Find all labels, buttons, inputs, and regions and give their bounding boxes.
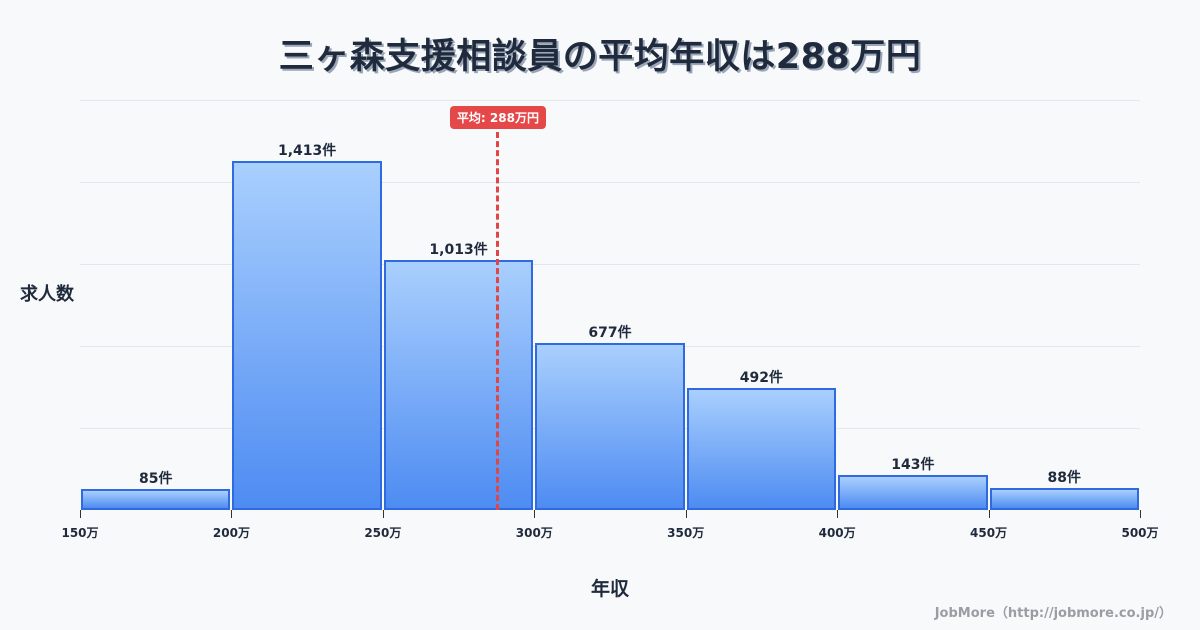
- bar-value-label: 1,013件: [429, 241, 488, 258]
- plot-area: 85件 1,413件 1,013件 677件 492件 143件 88件 150万 200万 2…: [61, 100, 1159, 540]
- histogram-bar: [686, 388, 837, 510]
- chart-title: 三ヶ森支援相談員の平均年収は288万円: [278, 37, 922, 77]
- x-tick: [837, 510, 839, 518]
- bar-value-label: 1,413件: [277, 143, 337, 159]
- x-tick-label: 150万: [61, 526, 99, 540]
- source-credit: JobMore（http://jobmore.co.jp/）: [934, 606, 1172, 621]
- x-tick-label: 400万: [818, 526, 856, 540]
- mean-line: [496, 132, 500, 510]
- x-axis-label: 年収: [590, 578, 629, 600]
- gridline: [80, 100, 1140, 101]
- x-tick: [80, 510, 81, 518]
- x-tick-label: 500万: [1121, 526, 1159, 540]
- histogram-bar: [535, 342, 685, 510]
- x-tick: [231, 510, 233, 518]
- x-tick-label: 300万: [515, 526, 553, 540]
- histogram-bar: [232, 161, 382, 510]
- bar-value-label: 492件: [739, 370, 784, 387]
- x-tick: [1140, 510, 1141, 518]
- x-tick: [534, 510, 536, 518]
- y-axis-label: 求人数: [20, 284, 74, 305]
- bar-value-label: 143件: [891, 456, 935, 473]
- bar-value-label: 677件: [588, 324, 632, 341]
- histogram-bar: [989, 488, 1139, 510]
- gridline: [80, 264, 1140, 265]
- x-tick: [988, 510, 990, 518]
- x-tick-label: 350万: [667, 526, 705, 540]
- mean-badge: 平均: 288万円: [449, 106, 546, 129]
- x-tick-label: 250万: [364, 526, 402, 540]
- x-tick-label: 200万: [212, 526, 250, 540]
- histogram-bar: [838, 474, 988, 510]
- x-tick-label: 450万: [970, 526, 1008, 540]
- bar-value-label: 85件: [138, 471, 173, 487]
- bar-value-label: 88件: [1047, 470, 1082, 487]
- x-tick: [382, 510, 384, 518]
- histogram-bar: [383, 259, 534, 510]
- x-tick: [685, 510, 687, 518]
- gridline: [80, 182, 1140, 183]
- histogram-bar: [81, 489, 231, 510]
